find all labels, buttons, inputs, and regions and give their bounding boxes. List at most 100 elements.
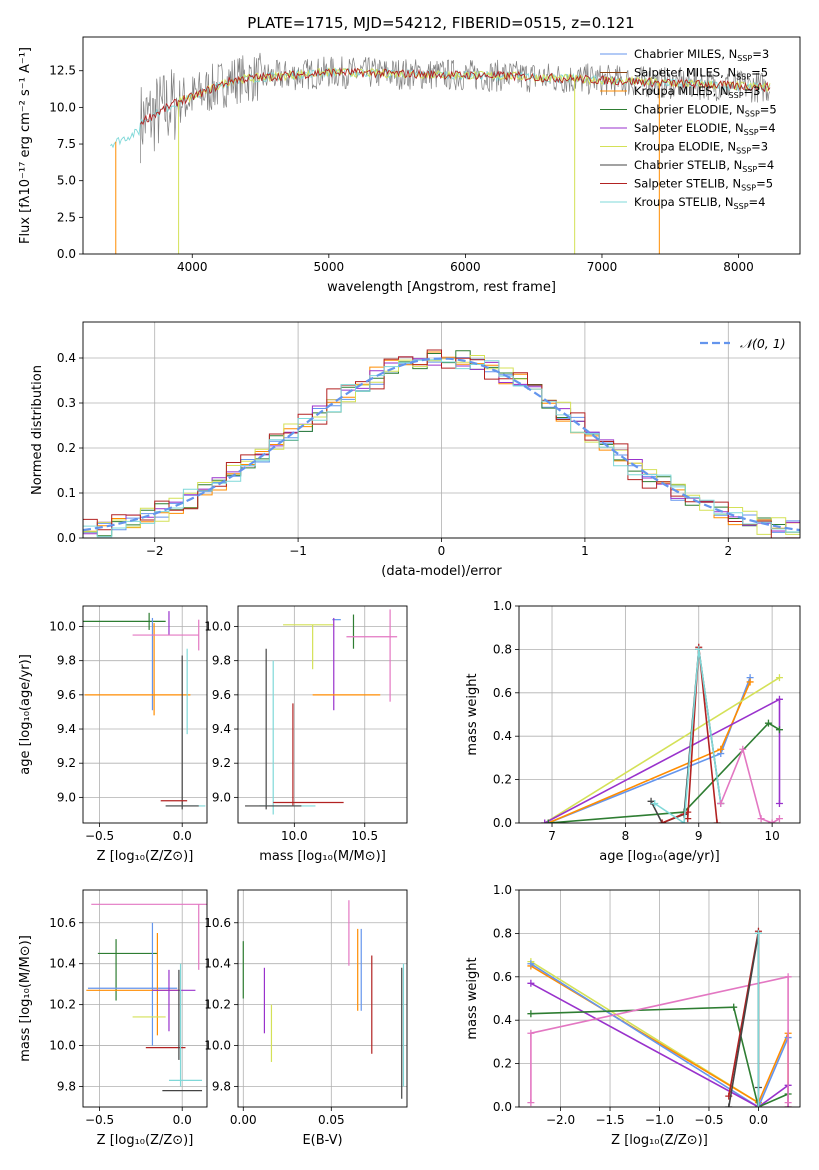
tick-label-y: 0.3 [57,396,76,410]
histogram-series [83,349,800,538]
tick-label-x: 4000 [177,260,208,274]
tick-label-x: 10.0 [281,829,308,843]
tick-label-x: −1.0 [645,1113,674,1127]
legend-entry: Salpeter STELIB, NSSP=5 [634,177,773,193]
legend-entry: Chabrier ELODIE, NSSP=5 [634,103,777,119]
figure-title: PLATE=1715, MJD=54212, FIBERID=0515, z=0… [247,14,634,32]
tick-label-y: 10.0 [204,1039,231,1053]
weight-marker [695,645,703,653]
grid [238,606,407,823]
weight-marker [684,815,692,823]
tick-label-x: 6000 [450,260,481,274]
weight-marker [775,799,783,807]
tick-label-y: 9.6 [57,688,76,702]
tick-label-y: 10.0 [49,100,76,114]
tick-label-y: 0.6 [493,686,512,700]
weight-marker [527,1099,535,1107]
plots-layer: 4000 5000 6000 7000 80000.02.55.07.510.012.5… [18,36,801,1148]
axes-frame [518,605,801,824]
legend: Chabrier MILES, NSSP=3 Salpeter MILES, NS… [600,47,777,211]
tick-label-y: 2.5 [57,210,76,224]
tick-label-y: 10.4 [204,957,231,971]
chart-age-vs-Z: −0.5 0.0 9.0 9.2 9.4 9.6 9.8 10.0 Z [log₁₀(Z/Z⊙)… [18,605,208,864]
plot-area [245,609,398,815]
spectrum-model-line [140,66,771,126]
tick-label-x: 9 [695,829,703,843]
weight-marker [713,819,721,823]
weight-marker [784,973,792,981]
plot-area [109,52,771,254]
tick-label-y: 10.6 [204,916,231,930]
weight-marker [730,1003,738,1011]
y-axis-label: Flux [fλ10⁻¹⁷ erg cm⁻² s⁻¹ A⁻¹] [18,47,33,244]
chart-weight-vs-age: 7 8 9 10 0.0 0.2 0.4 0.6 0.8 1.0 age [log₁₀(age/yr… [465,599,801,864]
weight-marker [775,674,783,682]
tick-label-y: 9.0 [57,790,76,804]
weight-marker [775,815,783,823]
tick-label-x: 10 [764,829,779,843]
legend-entry: Salpeter ELODIE, NSSP=4 [634,121,776,137]
plot-area [83,611,206,810]
tick-label-y: 0.0 [493,816,512,830]
histogram-series [83,359,800,538]
tick-label-y: 0.4 [493,729,512,743]
y-axis-label: age [log₁₀(age/yr)] [18,654,33,775]
tick-label-x: −0.5 [85,1113,114,1127]
tick-label-y: 0.0 [493,1100,512,1114]
chart-spectrum: 4000 5000 6000 7000 8000 0.0 2.5 5.0 7.5 10.0 12.5… [18,36,801,295]
legend-entry: Chabrier STELIB, NSSP=4 [634,158,774,174]
y-axis-label: mass weight [465,673,480,755]
tick-label-y: 1.0 [493,883,512,897]
tick-label-y: 12.5 [49,64,76,78]
tick-label-y: 0.0 [57,531,76,545]
axes-frame [518,889,801,1108]
grid [83,606,207,823]
tick-label-x: 0.0 [749,1113,768,1127]
tick-label-y: 10.0 [204,620,231,634]
legend-entry: Chabrier MILES, NSSP=3 [634,47,769,63]
tick-label-y: 9.8 [57,654,76,668]
weight-marker [739,745,747,753]
weight-marker [746,678,754,686]
weight-series-line [544,676,780,823]
x-axis-label: mass [log₁₀(M/M⊙)] [259,849,386,864]
tick-label-y: 0.4 [57,351,76,365]
axes-frame [82,889,208,1108]
tick-label-y: 9.2 [57,756,76,770]
plot-area [86,903,207,1092]
x-axis-label: wavelength [Angstrom, rest frame] [327,280,556,295]
axes-frame [82,36,801,255]
tick-label-x: 0.05 [318,1113,345,1127]
tick-label-y: 9.8 [212,654,231,668]
tick-label-y: 9.0 [212,790,231,804]
weight-marker [527,1010,535,1018]
tick-label-x: 0.0 [173,1113,192,1127]
tick-label-y: 0.0 [57,247,76,261]
weight-marker [647,797,655,805]
tick-label-y: 10.2 [49,998,76,1012]
y-axis-label: mass [log₁₀(M/M⊙)] [18,935,33,1062]
weight-marker [527,1029,535,1037]
x-axis-label: (data-model)/error [381,564,502,579]
chart-mass-vs-ebv: 0.00 0.05 9.8 10.0 10.2 10.4 10.6 E(B-V) [204,889,408,1148]
grid [83,890,207,1107]
weight-series-line [544,697,781,823]
tick-label-y: 10.0 [49,1039,76,1053]
weight-marker [757,815,765,823]
x-axis-label: Z [log₁₀(Z/Z⊙)] [611,1133,708,1148]
plot-area [242,900,405,1099]
x-axis-label: E(B-V) [302,1133,342,1148]
weight-marker [754,929,762,937]
tick-label-y: 9.6 [212,688,231,702]
x-axis-label: Z [log₁₀(Z/Z⊙)] [97,1133,194,1148]
tick-label-x: −0.5 [85,829,114,843]
y-axis-label: Normed distribution [30,365,45,495]
tick-label-y: 10.6 [49,916,76,930]
weight-marker [717,745,725,753]
chart-residuals: −2 −1 0 1 2 0.0 0.1 0.2 0.3 0.4 (data-model)/error… [30,321,801,579]
tick-label-y: 10.0 [49,620,76,634]
legend-entry: Kroupa MILES, NSSP=3 [634,84,760,100]
x-axis-label: age [log₁₀(age/yr)] [599,849,720,864]
weight-marker [651,799,659,807]
tick-label-x: 0 [438,544,446,558]
